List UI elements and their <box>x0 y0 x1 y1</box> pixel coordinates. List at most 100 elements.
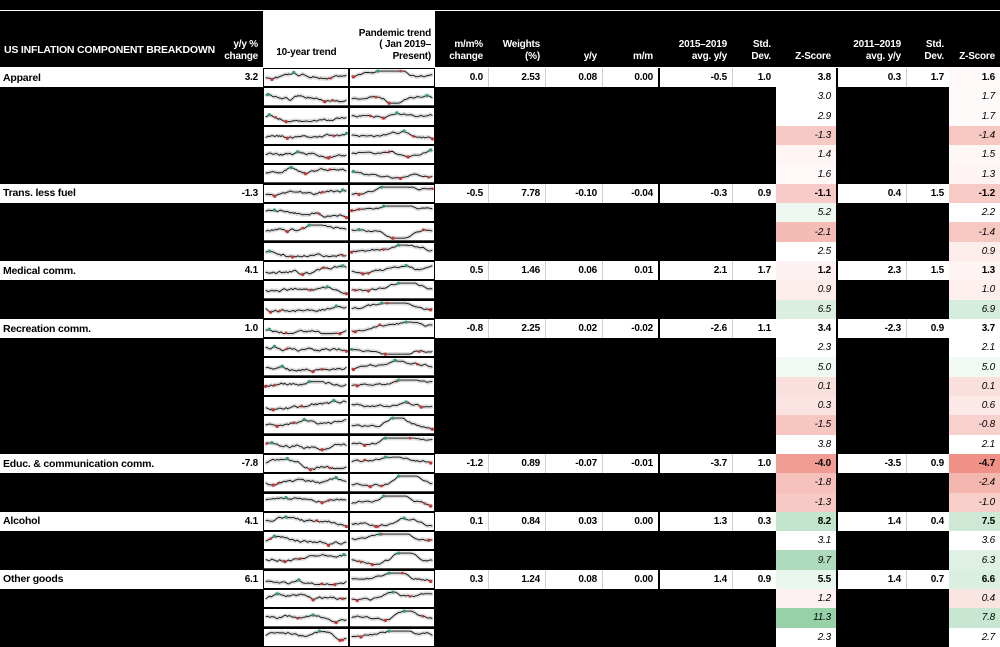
yoy-change-cell <box>230 396 263 415</box>
weights-cell <box>488 589 545 608</box>
mm-change-cell: -0.5 <box>435 183 488 204</box>
yy-contribution-cell: 0.08 <box>545 569 602 590</box>
mm-change-cell <box>435 242 488 261</box>
table-row: 3.0 1.7 <box>0 87 1000 107</box>
mm-contribution-cell <box>602 589 658 608</box>
sparkline-pandemic <box>349 126 435 145</box>
std-2015-2019-cell <box>732 628 776 647</box>
col-header-z-2011-2019: Z-Score <box>959 50 995 62</box>
avg-2015-2019-cell <box>660 493 732 512</box>
weights-cell <box>488 550 545 569</box>
yoy-change-cell <box>230 242 263 261</box>
zscore-2011-2019-cell: 0.4 <box>949 589 1000 609</box>
std-2011-2019-cell <box>906 222 949 241</box>
mm-contribution-cell <box>602 164 658 183</box>
zscore-2011-2019-cell: 0.9 <box>949 241 1000 261</box>
sparkline-pandemic <box>349 280 435 299</box>
component-label-cell <box>0 396 230 415</box>
zscore-2011-2019-cell: -1.4 <box>949 222 1000 242</box>
weights-cell <box>488 493 545 512</box>
mm-contribution-cell <box>602 396 658 415</box>
component-label-cell <box>0 550 230 569</box>
std-2015-2019-cell <box>732 415 776 434</box>
zscore-2015-2019-cell: 1.6 <box>776 164 836 184</box>
avg-2011-2019-cell <box>838 531 906 550</box>
yy-contribution-cell <box>545 203 602 222</box>
sparkline-pandemic <box>349 145 435 164</box>
mm-change-cell <box>435 473 488 492</box>
avg-2015-2019-cell: 1.4 <box>660 569 732 590</box>
sparkline-pandemic <box>349 570 435 589</box>
weights-cell <box>488 242 545 261</box>
avg-2015-2019-cell <box>660 87 732 106</box>
zscore-2015-2019-cell: 0.3 <box>776 396 836 416</box>
yoy-change-cell <box>230 473 263 492</box>
col-header-pandemic-trend: Pandemic trend ( Jan 2019–Present) <box>358 27 431 62</box>
sparkline-pandemic <box>349 242 435 261</box>
sparkline-10yr <box>263 280 349 299</box>
sparkline-10yr <box>263 338 349 357</box>
zscore-2015-2019-cell: 5.5 <box>776 569 836 590</box>
yoy-change-cell <box>230 608 263 627</box>
sparkline-10yr <box>263 570 349 589</box>
std-2011-2019-cell <box>906 107 949 126</box>
table-row: 2.9 1.7 <box>0 106 1000 126</box>
sparkline-pandemic <box>349 531 435 550</box>
zscore-2011-2019-cell: 1.3 <box>949 260 1000 281</box>
yoy-change-cell: 1.0 <box>230 318 263 339</box>
avg-2011-2019-cell <box>838 377 906 396</box>
mm-contribution-cell <box>602 107 658 126</box>
table-row: 1.6 1.3 <box>0 164 1000 184</box>
sparkline-10yr <box>263 261 349 280</box>
weights-cell <box>488 473 545 492</box>
mm-contribution-cell <box>602 357 658 376</box>
zscore-2011-2019-cell: 1.7 <box>949 106 1000 126</box>
avg-2011-2019-cell <box>838 338 906 357</box>
weights-cell <box>488 87 545 106</box>
avg-2011-2019-cell: 0.4 <box>838 183 906 204</box>
table-row: -1.5 -0.8 <box>0 415 1000 435</box>
yy-contribution-cell <box>545 300 602 319</box>
avg-2011-2019-cell <box>838 145 906 164</box>
mm-contribution-cell <box>602 473 658 492</box>
sparkline-10yr <box>263 531 349 550</box>
table-row: -2.1 -1.4 <box>0 222 1000 242</box>
table-row: 0.1 0.1 <box>0 376 1000 397</box>
sparkline-pandemic <box>349 203 435 222</box>
zscore-2015-2019-cell: 3.1 <box>776 531 836 551</box>
sparkline-pandemic <box>349 357 435 376</box>
yy-contribution-cell <box>545 493 602 512</box>
avg-2011-2019-cell <box>838 357 906 376</box>
mm-contribution-cell: -0.01 <box>602 453 658 474</box>
std-2011-2019-cell <box>906 280 949 299</box>
yoy-change-cell: 6.1 <box>230 569 263 590</box>
std-2015-2019-cell <box>732 493 776 512</box>
component-label-cell: Educ. & communication comm. <box>0 453 230 474</box>
std-2015-2019-cell: 1.1 <box>732 318 776 339</box>
component-label-cell <box>0 164 230 183</box>
avg-2011-2019-cell: -3.5 <box>838 453 906 474</box>
component-label-cell <box>0 107 230 126</box>
sparkline-10yr <box>263 493 349 512</box>
std-2011-2019-cell <box>906 435 949 454</box>
yy-contribution-cell <box>545 415 602 434</box>
std-2015-2019-cell <box>732 473 776 492</box>
avg-2015-2019-cell: -0.3 <box>660 183 732 204</box>
std-2015-2019-cell <box>732 242 776 261</box>
avg-2015-2019-cell <box>660 203 732 222</box>
zscore-2015-2019-cell: 0.9 <box>776 280 836 300</box>
std-2015-2019-cell <box>732 107 776 126</box>
component-label-cell <box>0 357 230 376</box>
yy-contribution-cell <box>545 357 602 376</box>
std-2011-2019-cell <box>906 203 949 222</box>
mm-contribution-cell <box>602 222 658 241</box>
yy-contribution-cell <box>545 608 602 627</box>
col-header-z-2015-2019: Z-Score <box>795 50 831 62</box>
zscore-2015-2019-cell: 1.4 <box>776 145 836 165</box>
std-2015-2019-cell <box>732 280 776 299</box>
mm-change-cell <box>435 435 488 454</box>
zscore-2011-2019-cell: 0.1 <box>949 376 1000 397</box>
sparkline-pandemic <box>349 589 435 608</box>
sparkline-10yr <box>263 550 349 569</box>
col-header-trends: 10-year trend Pandemic trend ( Jan 2019–… <box>263 11 435 67</box>
